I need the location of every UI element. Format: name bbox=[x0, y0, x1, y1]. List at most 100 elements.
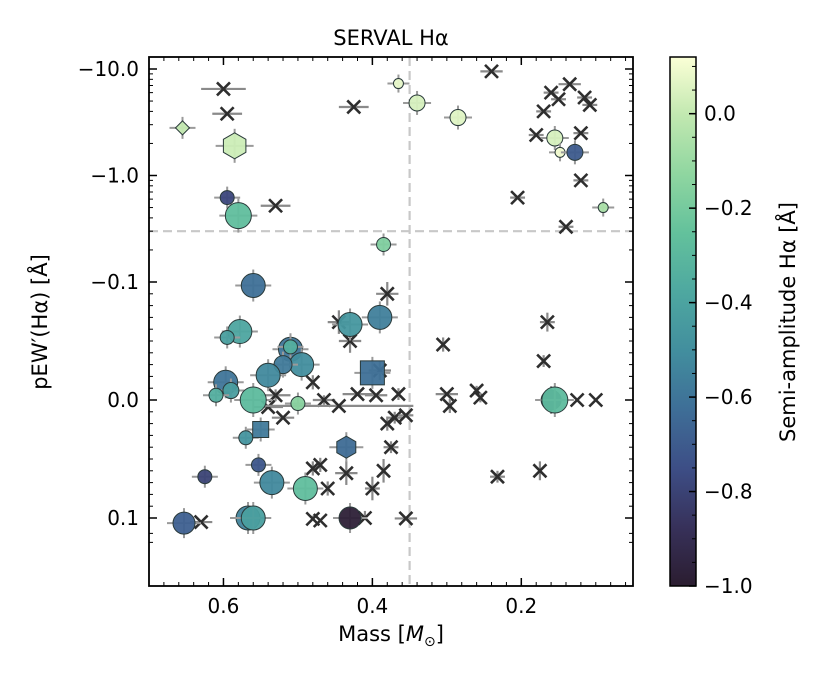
cross-mark bbox=[376, 463, 391, 479]
cross-mark bbox=[439, 386, 455, 402]
cross-mark bbox=[260, 399, 276, 415]
cross-mark bbox=[305, 374, 321, 390]
circle-marker bbox=[367, 304, 393, 330]
cross-mark bbox=[551, 91, 566, 107]
non-detection-point bbox=[398, 407, 414, 423]
detection-point bbox=[191, 465, 218, 488]
detection-point bbox=[214, 186, 241, 209]
cross-mark bbox=[275, 410, 291, 426]
cross-mark bbox=[484, 63, 499, 79]
circle-marker bbox=[541, 386, 569, 414]
cross-mark bbox=[577, 90, 593, 105]
circle-marker bbox=[239, 386, 267, 414]
cross-mark bbox=[539, 314, 555, 330]
cross-mark bbox=[573, 125, 589, 141]
non-detection-point bbox=[532, 461, 548, 481]
detection-point bbox=[332, 308, 369, 341]
cross-mark bbox=[569, 392, 585, 408]
cross-mark bbox=[268, 198, 284, 214]
square-marker bbox=[252, 421, 270, 438]
non-detection-point bbox=[260, 198, 291, 214]
circle-marker bbox=[238, 430, 254, 446]
cross-mark bbox=[379, 286, 395, 302]
cross-mark bbox=[573, 172, 589, 188]
circle-marker bbox=[219, 190, 235, 206]
non-detection-point bbox=[364, 476, 380, 501]
detection-point bbox=[354, 356, 391, 389]
cross-mark bbox=[582, 97, 598, 113]
cross-mark bbox=[350, 386, 365, 402]
detection-point bbox=[403, 90, 432, 115]
diamond-marker bbox=[174, 120, 191, 136]
non-detection-point bbox=[305, 374, 321, 390]
x-tick-label: 0.4 bbox=[356, 594, 388, 618]
non-detection-point bbox=[305, 461, 321, 476]
colorbar-tick-label: −0.2 bbox=[704, 196, 753, 220]
cross-mark bbox=[342, 333, 358, 349]
non-detection-point bbox=[391, 386, 406, 402]
non-detection-point bbox=[588, 392, 604, 408]
non-detection-point bbox=[577, 90, 593, 105]
non-detection-point bbox=[442, 398, 458, 414]
cross-mark bbox=[543, 85, 559, 101]
circle-marker bbox=[255, 362, 281, 388]
non-detection-point bbox=[490, 469, 505, 485]
cross-mark bbox=[383, 439, 399, 455]
cross-mark bbox=[368, 387, 384, 403]
detection-point bbox=[234, 383, 273, 417]
circle-marker bbox=[290, 396, 306, 412]
detection-point bbox=[284, 392, 311, 415]
circle-marker bbox=[224, 202, 252, 230]
non-detection-point bbox=[212, 106, 243, 122]
circle-marker bbox=[208, 387, 224, 403]
non-detection-point bbox=[271, 410, 295, 426]
cross-mark bbox=[338, 465, 354, 481]
cross-mark bbox=[536, 103, 552, 119]
x-tick-label: 0.6 bbox=[208, 594, 240, 618]
non-detection-point bbox=[335, 461, 358, 485]
cross-mark bbox=[379, 416, 395, 432]
cross-mark bbox=[588, 392, 604, 408]
non-detection-point bbox=[201, 81, 246, 97]
y-tick-label: −0.1 bbox=[90, 270, 139, 294]
colorbar-tick-label: −1.0 bbox=[704, 574, 753, 598]
detection-point bbox=[235, 502, 272, 534]
circle-marker bbox=[338, 506, 362, 530]
x-axis-title: Mass [M⊙] bbox=[338, 622, 444, 650]
cross-mark bbox=[346, 99, 362, 115]
non-detection-point bbox=[435, 386, 459, 402]
circle-marker bbox=[240, 505, 266, 531]
cross-mark bbox=[435, 337, 451, 352]
detection-point bbox=[246, 417, 275, 442]
detection-point bbox=[215, 128, 254, 163]
non-detection-point bbox=[364, 387, 388, 403]
cross-mark bbox=[398, 407, 414, 423]
cross-mark bbox=[490, 469, 505, 485]
detection-point bbox=[592, 198, 615, 217]
non-detection-point bbox=[551, 91, 566, 107]
non-detection-point bbox=[264, 398, 414, 414]
cross-mark bbox=[558, 219, 574, 235]
non-detection-point bbox=[394, 511, 418, 526]
non-detection-point bbox=[582, 97, 598, 113]
detection-point bbox=[361, 301, 398, 334]
non-detection-point bbox=[536, 353, 552, 369]
circle-marker bbox=[240, 273, 266, 299]
cross-mark bbox=[305, 461, 321, 476]
cross-mark bbox=[320, 481, 336, 496]
non-detection-point bbox=[558, 219, 574, 235]
detection-point bbox=[203, 384, 230, 407]
non-detection-point bbox=[480, 63, 503, 79]
hexagon-marker bbox=[222, 132, 247, 160]
circle-marker bbox=[408, 94, 426, 112]
circle-marker bbox=[172, 511, 196, 535]
non-detection-point bbox=[536, 103, 552, 119]
non-detection-point bbox=[338, 99, 369, 115]
detection-point bbox=[166, 508, 201, 539]
plot-frame bbox=[148, 56, 634, 587]
cross-mark bbox=[528, 127, 544, 143]
detection-point bbox=[540, 125, 569, 150]
colorbar-tick-label: −0.4 bbox=[704, 291, 753, 315]
non-detection-point bbox=[376, 459, 391, 483]
